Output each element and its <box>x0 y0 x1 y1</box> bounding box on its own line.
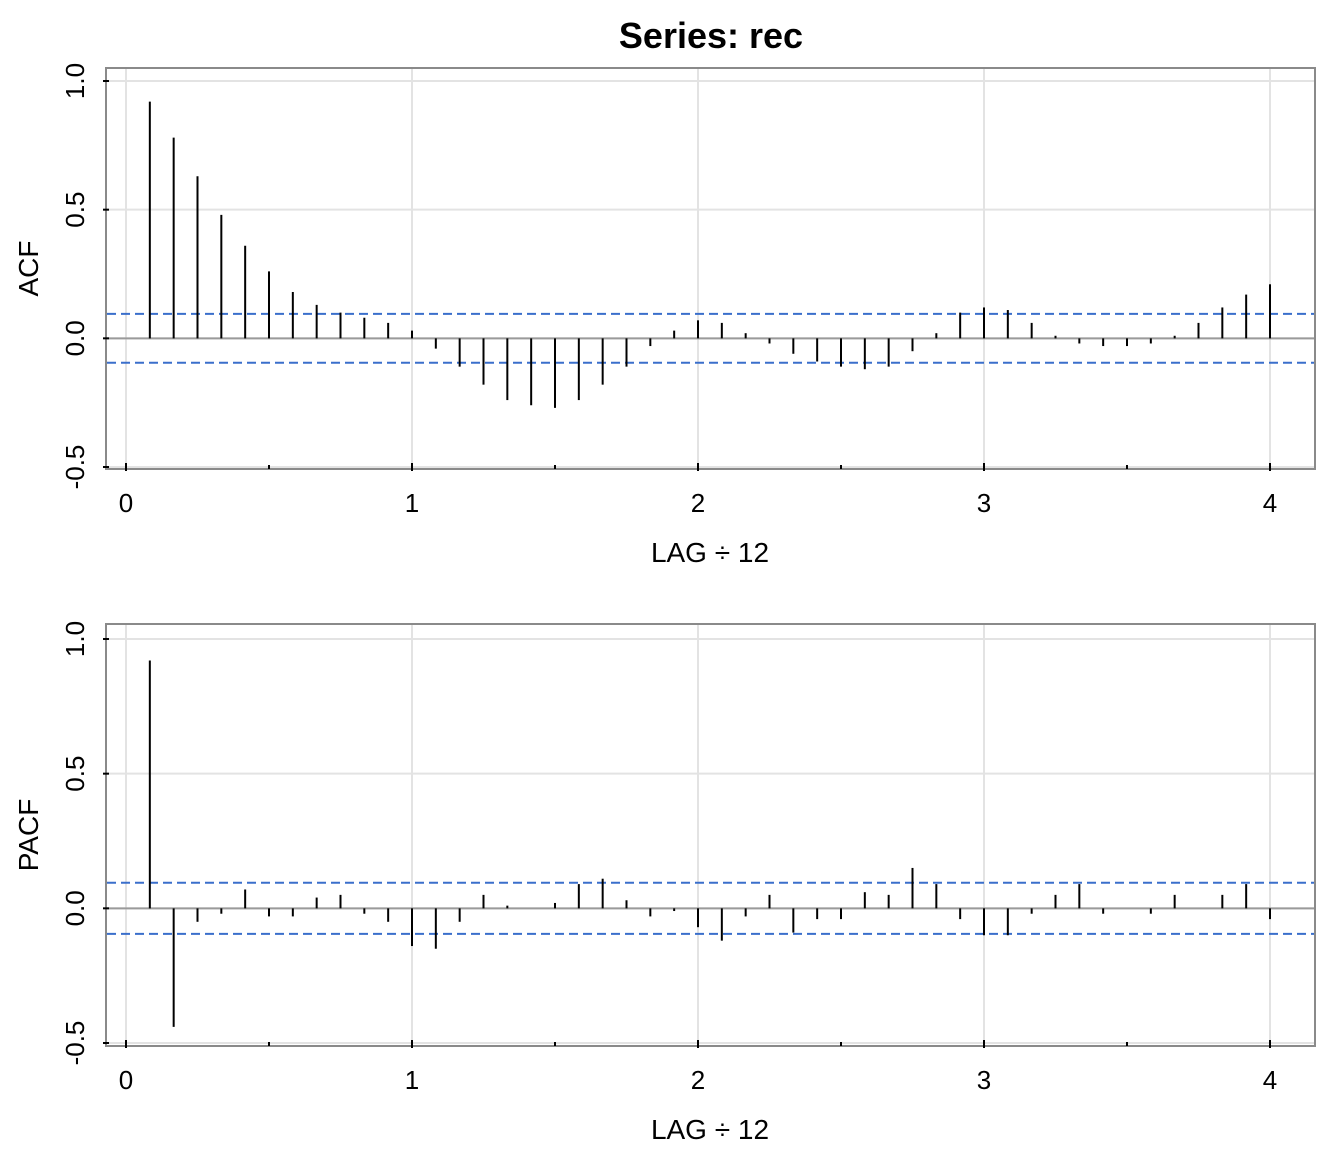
y-tick-label: -0.5 <box>60 445 90 490</box>
x-tick-label: 0 <box>119 1065 133 1095</box>
y-axis-label: ACF <box>13 241 44 297</box>
y-tick-label: 0.0 <box>60 890 90 926</box>
acf-panel: 0 1 2 3 4 -0.5 0.0 0.5 1.0 LAG ÷ 12 ACF <box>13 63 1316 568</box>
x-tick-label: 2 <box>691 1065 705 1095</box>
y-tick-label: 0.5 <box>60 756 90 792</box>
y-tick-label: 1.0 <box>60 63 90 99</box>
x-tick-label: 1 <box>405 1065 419 1095</box>
y-tick-label: 0.0 <box>60 320 90 356</box>
y-tick-label: 0.5 <box>60 192 90 228</box>
y-axis-label: PACF <box>13 799 44 872</box>
x-tick-label: 3 <box>977 1065 991 1095</box>
x-tick-label: 3 <box>977 488 991 518</box>
plot-frame <box>105 67 1316 470</box>
x-axis-label: LAG ÷ 12 <box>651 537 769 568</box>
x-tick-label: 1 <box>405 488 419 518</box>
x-tick-label: 4 <box>1263 488 1277 518</box>
y-tick-label: -0.5 <box>60 1021 90 1066</box>
x-tick-label: 4 <box>1263 1065 1277 1095</box>
x-axis-label: LAG ÷ 12 <box>651 1114 769 1145</box>
x-tick-label: 0 <box>119 488 133 518</box>
plot-frame <box>105 623 1316 1047</box>
pacf-panel: 0 1 2 3 4 -0.5 0.0 0.5 1.0 LAG ÷ 12 PACF <box>13 621 1316 1145</box>
figure-title: Series: rec <box>619 15 803 56</box>
y-tick-label: 1.0 <box>60 621 90 657</box>
x-tick-label: 2 <box>691 488 705 518</box>
